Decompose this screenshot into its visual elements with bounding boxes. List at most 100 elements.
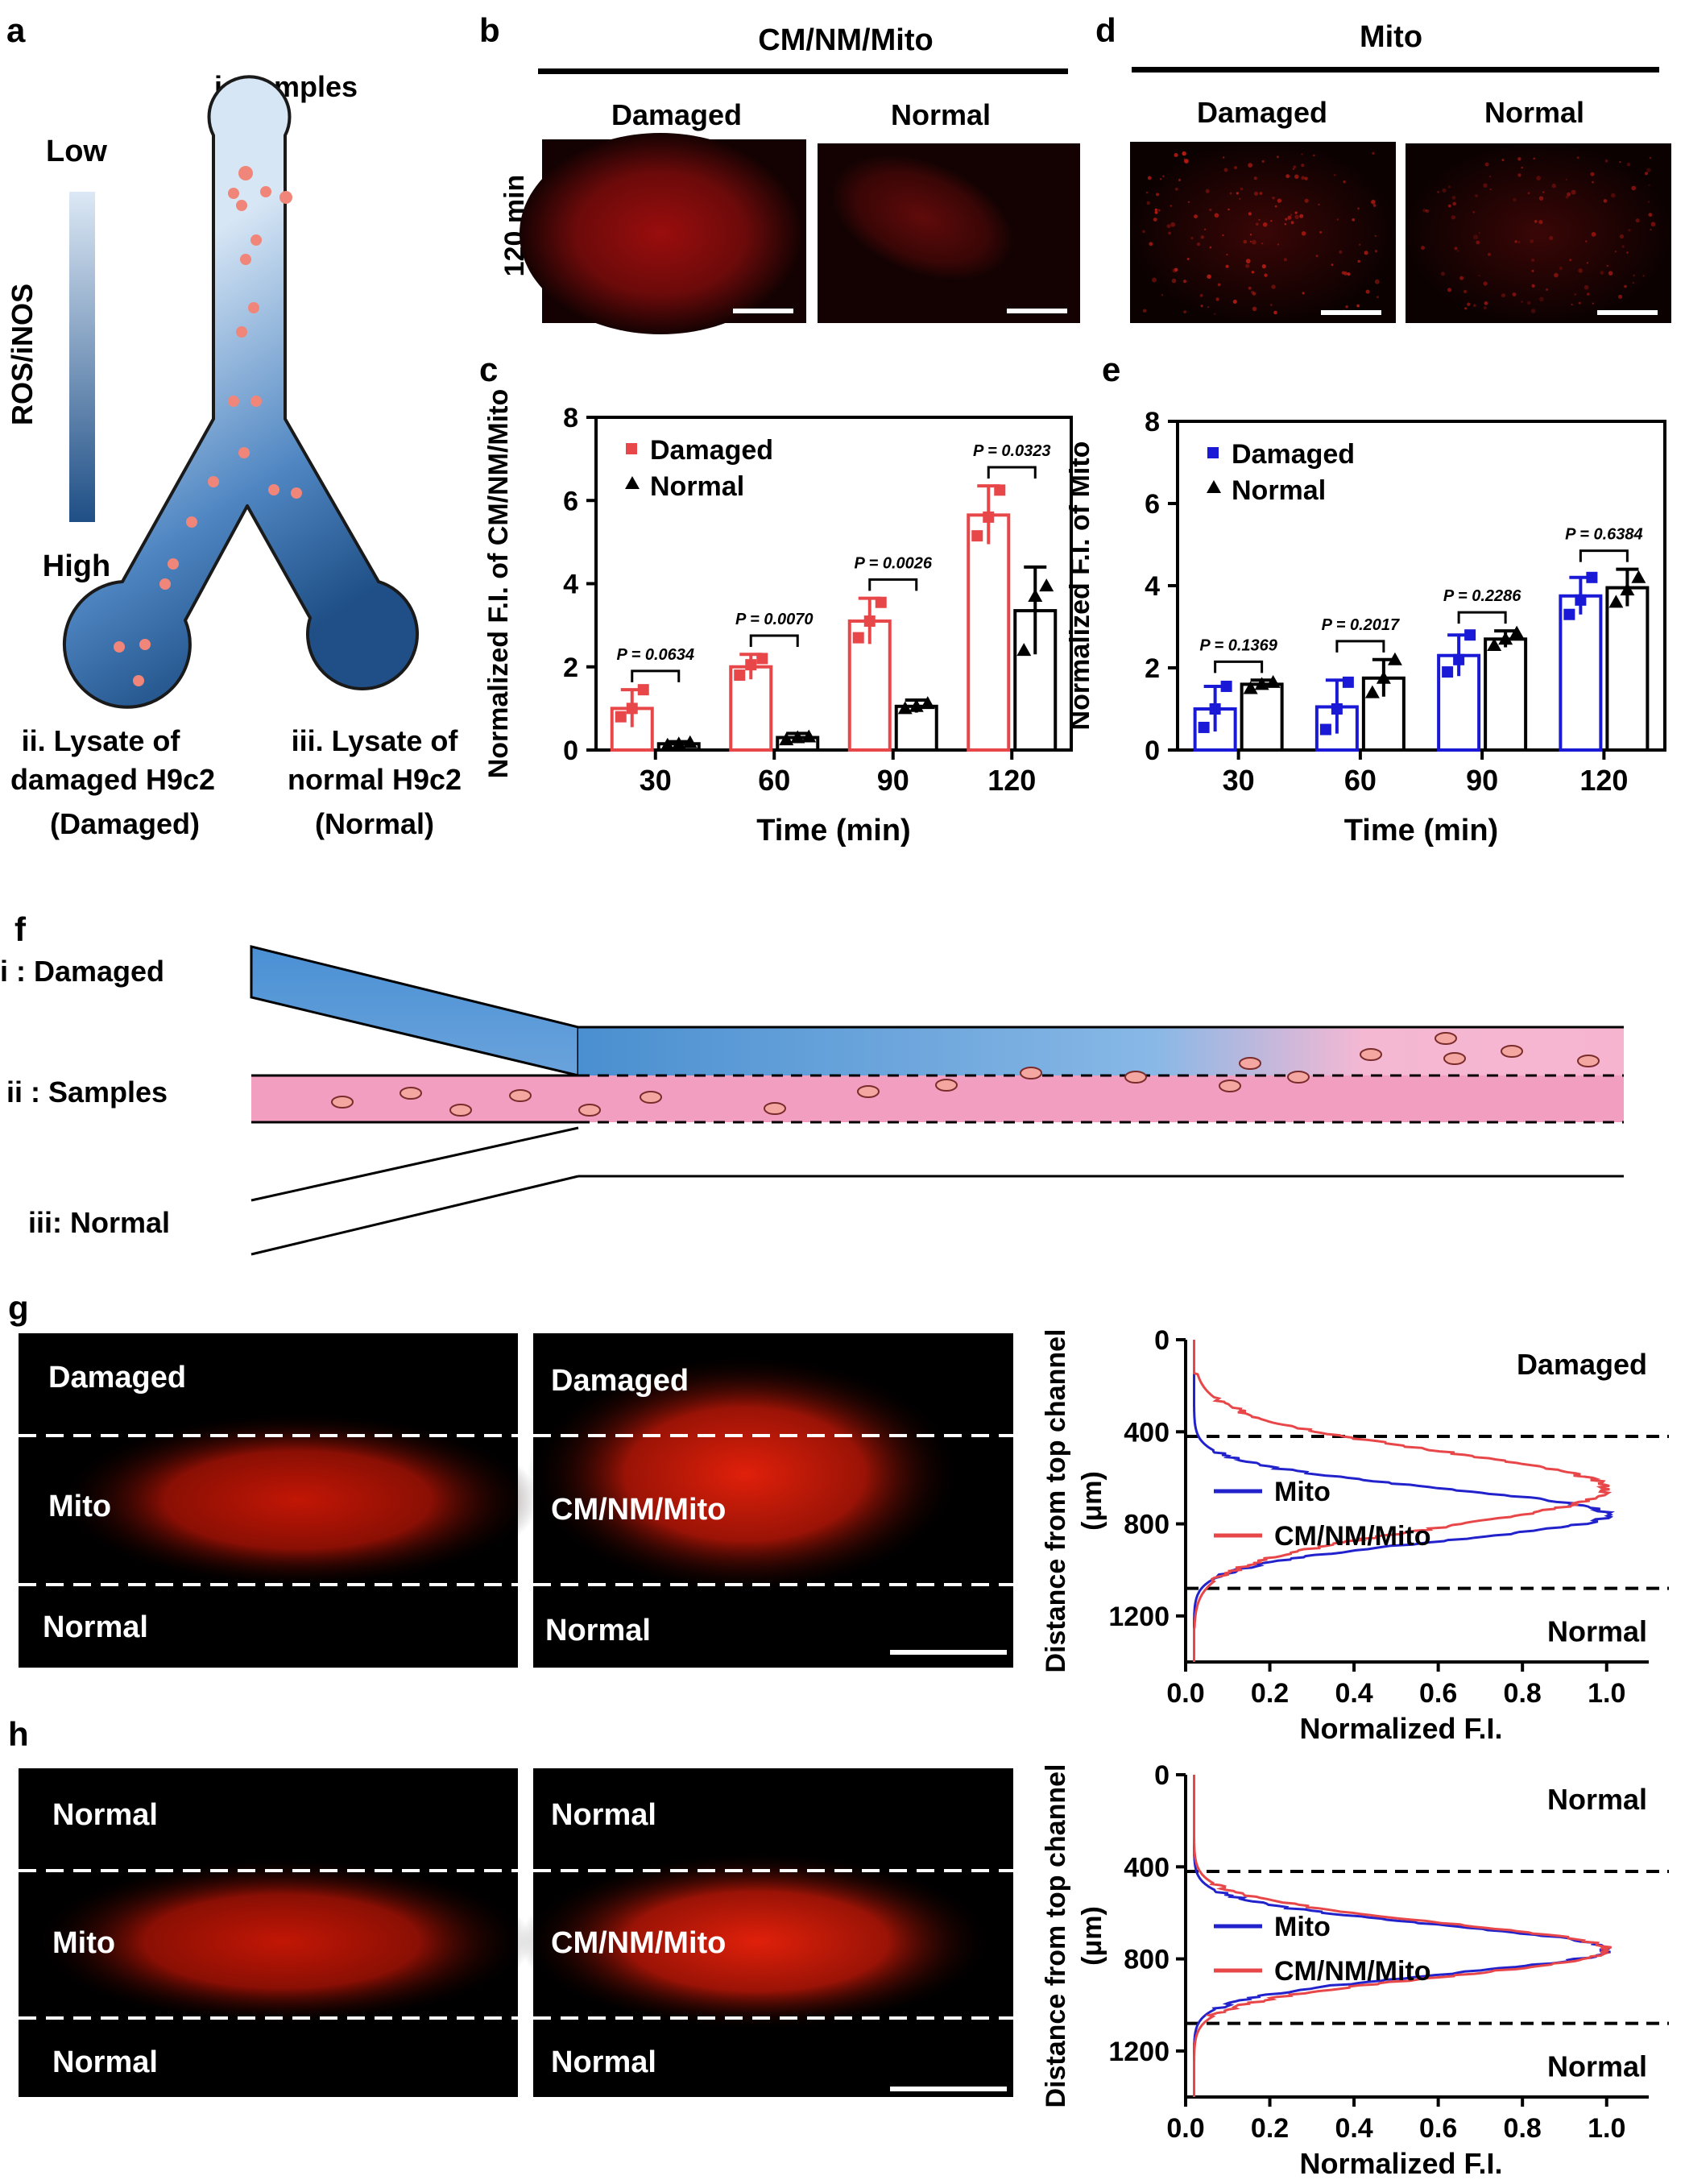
mito-dot [1285, 174, 1290, 179]
mito-dot [1152, 277, 1157, 283]
mito-dot [1301, 164, 1305, 168]
profile-chart-h: 0 400 800 1200 0.0 0.2 0.4 0.6 0.8 1.0 Mito CM/NM/M… [1041, 1760, 1669, 2180]
mito-dot [1530, 239, 1534, 243]
p-value-label: P = 0.0323 [973, 442, 1051, 460]
significance-bracket [1335, 640, 1385, 653]
data-point-square [1442, 666, 1454, 678]
panel-letter-h: h [8, 1715, 29, 1753]
y-tick-label: 4 [1145, 571, 1160, 602]
mito-dot [1276, 155, 1279, 159]
mito-dot [1182, 280, 1187, 284]
mito-dot [1147, 176, 1152, 180]
mito-dot [1205, 189, 1210, 193]
scale-bar [890, 2087, 1007, 2091]
data-point-triangle [909, 698, 924, 712]
mito-dot [1315, 255, 1319, 258]
x-tick-label: 90 [1466, 764, 1498, 797]
mito-dot [1565, 195, 1569, 199]
y-tick-label: 0 [1154, 1325, 1170, 1356]
mito-dot [1339, 250, 1343, 254]
mito-dot [1574, 293, 1577, 296]
mito-dot [1425, 209, 1427, 212]
significance-bracket [1579, 549, 1629, 562]
mito-dot [1183, 158, 1186, 160]
mito-dot [1356, 304, 1360, 308]
mito-dot [1631, 185, 1637, 191]
mito-dot [1234, 166, 1237, 170]
mito-dot [1171, 278, 1177, 284]
mito-dot [1521, 300, 1523, 303]
mito-dot [1604, 159, 1608, 163]
mito-dot [1245, 263, 1250, 268]
significance-bracket [631, 669, 681, 682]
mito-dot [1142, 230, 1145, 234]
mito-dot [1551, 184, 1557, 189]
legend-label-damaged: Damaged [1232, 439, 1355, 470]
data-point-triangle [1498, 632, 1513, 645]
mito-dot [1190, 236, 1194, 240]
mito-dot [1336, 218, 1339, 221]
mito-dot [1252, 306, 1257, 312]
mito-dot [1209, 208, 1212, 212]
mito-dot [1591, 232, 1596, 237]
mito-dot [1646, 168, 1651, 172]
mito-dot [1512, 292, 1517, 296]
mito-dot [1459, 276, 1464, 280]
mito-dot [1160, 178, 1162, 180]
mito-dot [1248, 212, 1252, 216]
x-tick-label: 1.0 [1588, 2113, 1625, 2144]
data-point-triangle [660, 737, 675, 751]
data-point-triangle [1243, 681, 1258, 694]
mito-dot [1530, 309, 1536, 313]
data-point-triangle [671, 736, 686, 750]
x-axis-label: Normalized F.I. [1299, 1712, 1502, 1745]
data-point-triangle [1608, 595, 1624, 608]
mito-dot [1372, 204, 1377, 207]
mito-dot [1156, 193, 1159, 197]
mito-dot [1365, 289, 1370, 294]
mito-dot [1157, 209, 1161, 212]
p-value-label: P = 0.2017 [1322, 616, 1400, 634]
mito-dot [1272, 197, 1275, 200]
mito-dot [1302, 292, 1305, 295]
mito-dot [1277, 243, 1280, 246]
x-tick-label: 120 [987, 764, 1036, 797]
scale-bar [733, 309, 793, 313]
mito-dot [1261, 160, 1265, 163]
mito-dot [1154, 208, 1158, 212]
mito-dot [1527, 300, 1531, 305]
data-point-square [626, 702, 638, 715]
mito-dot [1168, 231, 1171, 235]
panel-b: b CM/NM/Mito Damaged Normal 120 min [479, 11, 1080, 334]
mito-dot [1647, 201, 1650, 203]
mito-dot [1214, 313, 1216, 315]
x-tick-label: 0.2 [1251, 1678, 1289, 1709]
y-tick-label: 4 [563, 570, 578, 600]
ros-axis-label: ROS/iNOS [6, 284, 39, 425]
p-value-label: P = 0.1369 [1199, 636, 1277, 654]
mito-dot [1249, 240, 1252, 242]
mito-dot [1571, 189, 1576, 195]
data-point-triangle [1376, 670, 1391, 684]
mito-dot [1621, 245, 1625, 248]
panel-b-col-damaged: Damaged [611, 98, 742, 131]
panel-d-title-rule [1132, 67, 1659, 73]
mito-dot [1182, 151, 1186, 156]
mito-dot [1614, 251, 1617, 253]
mito-dot [1587, 292, 1590, 296]
legend-label-cmnmmito: CM/NM/Mito [1274, 1521, 1431, 1552]
panel-letter-c: c [479, 350, 498, 388]
mito-dot [1154, 210, 1158, 214]
mito-dot [1252, 292, 1257, 296]
mito-dot [1166, 224, 1171, 229]
mito-dot [1196, 242, 1201, 247]
mito-dot [1650, 229, 1652, 231]
legend-marker-damaged [1207, 447, 1219, 458]
mito-dot [1464, 307, 1468, 310]
gradient-low-label: Low [46, 135, 107, 168]
data-point-triangle [1039, 578, 1054, 592]
significance-bracket [1457, 611, 1507, 624]
data-point-triangle [1016, 643, 1032, 657]
p-value-label: P = 0.2286 [1443, 587, 1521, 605]
data-point-square [734, 669, 746, 682]
